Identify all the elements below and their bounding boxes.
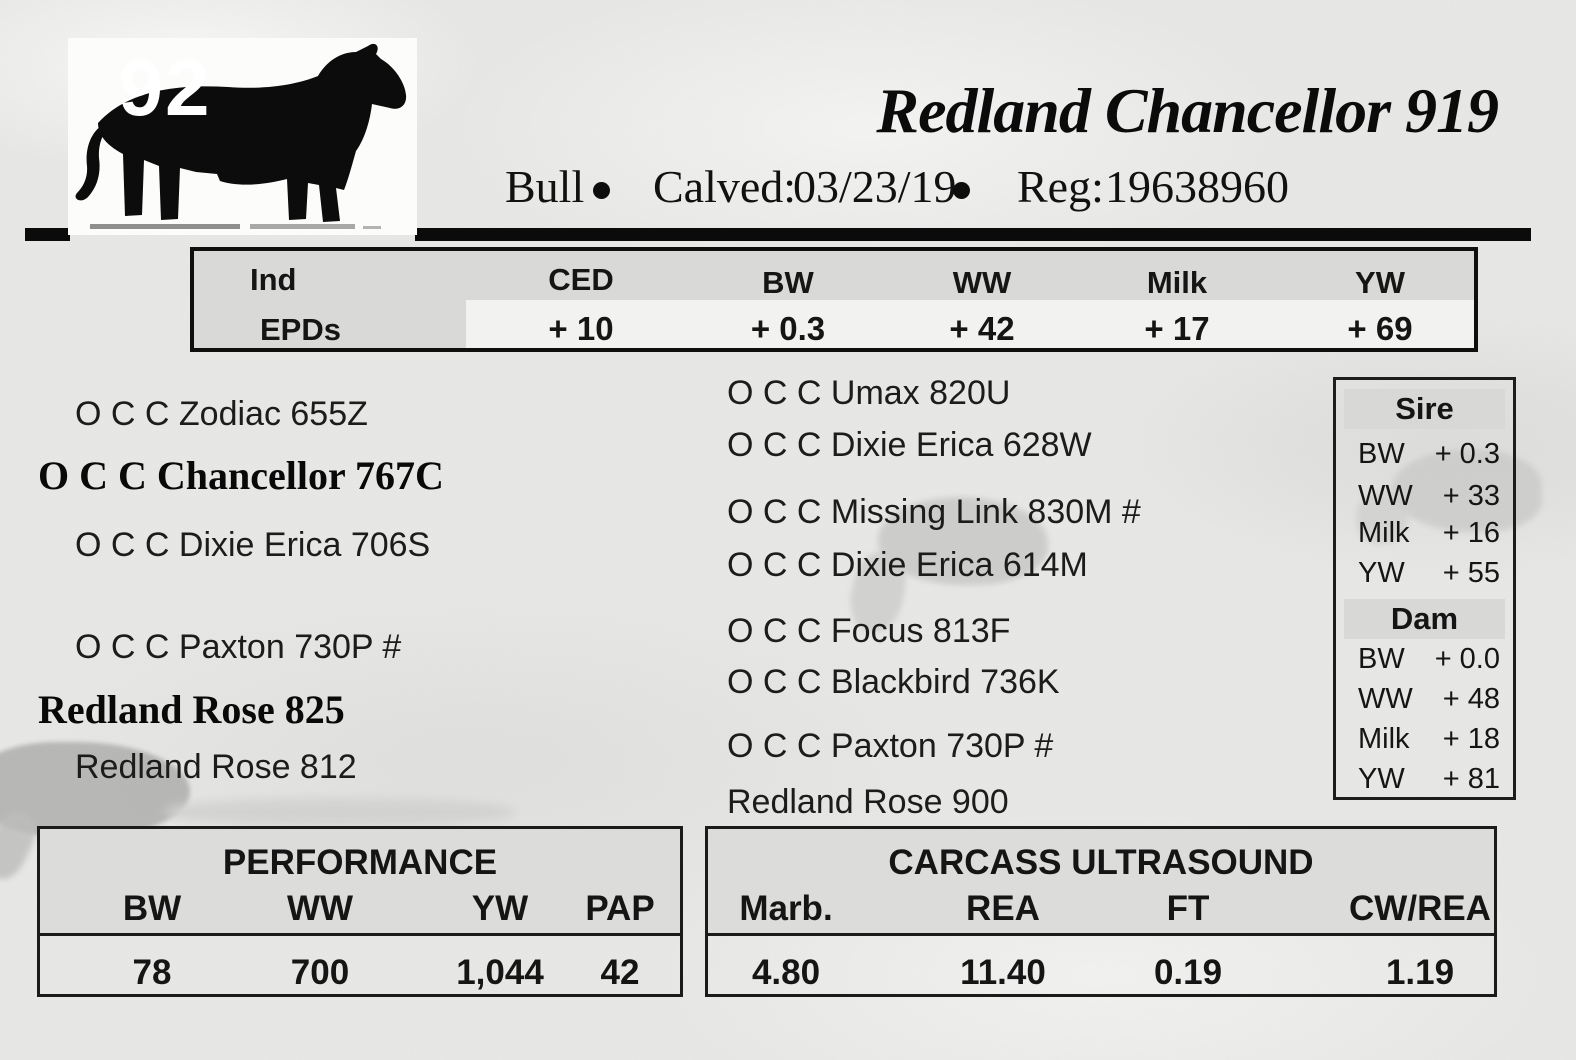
pedigree-great-grandparent-5: O C C Focus 813F [727, 612, 1011, 650]
pedigree-sire-name: O C C Chancellor 767C [38, 453, 444, 498]
epd-corner-label: Ind [250, 262, 297, 297]
sire-section-header: Sire [1344, 389, 1505, 429]
pedigree-great-grandparent-4: O C C Dixie Erica 614M [727, 546, 1088, 584]
header-rule-left [25, 228, 70, 241]
stat-value: + 48 [1442, 683, 1500, 715]
stat-label: YW [1358, 557, 1405, 589]
bullet-separator [953, 182, 970, 199]
stat-label: BW [1358, 438, 1405, 470]
epd-col-bw: BW [762, 265, 814, 300]
stat-value: + 18 [1442, 723, 1500, 755]
carcass-table-header [708, 829, 1494, 936]
pedigree-great-grandparent-1: O C C Umax 820U [727, 374, 1011, 412]
pedigree-maternal-grandsire: O C C Paxton 730P # [75, 628, 402, 666]
reg-label: Reg: [1017, 161, 1104, 212]
stat-label: WW [1358, 480, 1413, 512]
calved-label: Calved: [653, 161, 797, 212]
stat-value: + 33 [1442, 480, 1500, 512]
epd-col-ww: WW [952, 265, 1012, 300]
epd-val-ww: + 42 [949, 310, 1015, 347]
sire-bw-row: BW + 0.3 [1336, 437, 1513, 471]
perf-col-pap: PAP [585, 889, 655, 928]
pedigree-great-grandparent-7: O C C Paxton 730P # [727, 727, 1054, 765]
sire-yw-row: YW + 55 [1336, 556, 1513, 590]
stat-label: Milk [1358, 723, 1410, 755]
header-rule-right [415, 228, 1531, 241]
pedigree-great-grandparent-3: O C C Missing Link 830M # [727, 493, 1141, 531]
epd-val-yw: + 69 [1347, 310, 1413, 347]
perf-val-yw: 1,044 [456, 953, 544, 992]
carc-val-ft: 0.19 [1153, 953, 1223, 992]
bull-silhouette-image [68, 38, 417, 235]
perf-val-pap: 42 [600, 953, 640, 992]
sire-ww-row: WW + 33 [1336, 479, 1513, 513]
stat-label: WW [1358, 683, 1413, 715]
calved-date: 03/23/19 [793, 161, 957, 212]
stat-value: + 16 [1442, 517, 1500, 549]
pedigree-paternal-grandsire: O C C Zodiac 655Z [75, 395, 368, 433]
stat-value: + 81 [1442, 763, 1500, 795]
stat-label: YW [1358, 763, 1405, 795]
animal-subline: Bull Calved: 03/23/19 Reg: 19638960 [505, 160, 1505, 214]
epd-col-milk: Milk [1146, 265, 1208, 300]
animal-name: Redland Chancellor 919 [876, 75, 1499, 146]
stat-label: Milk [1358, 517, 1410, 549]
perf-col-bw: BW [122, 889, 182, 928]
sex-label: Bull [505, 161, 585, 212]
performance-table: PERFORMANCE BW WW YW PAP 78 700 1,044 42 [37, 826, 683, 997]
epd-row-label: EPDs [260, 312, 341, 347]
dam-ww-row: WW + 48 [1336, 682, 1513, 716]
pedigree-great-grandparent-6: O C C Blackbird 736K [727, 663, 1060, 701]
epd-col-yw: YW [1355, 265, 1405, 300]
epd-table-header-row [194, 251, 1474, 300]
performance-title: PERFORMANCE [222, 843, 498, 882]
stat-value: + 55 [1442, 557, 1500, 589]
reg-number: 19638960 [1105, 161, 1289, 212]
sire-dam-epd-panel: Sire BW + 0.3 WW + 33 Milk + 16 YW + 55 Dam … [1333, 377, 1516, 800]
bull-silhouette-graphic [75, 43, 407, 229]
pedigree-maternal-granddam: Redland Rose 812 [75, 748, 357, 786]
pedigree-dam-name: Redland Rose 825 [38, 687, 345, 732]
perf-col-yw: YW [471, 889, 529, 928]
stat-label: BW [1358, 643, 1405, 675]
perf-val-bw: 78 [132, 953, 172, 992]
epd-col-ced: CED [548, 262, 614, 297]
carc-val-rea: 11.40 [960, 953, 1046, 992]
epd-val-milk: + 17 [1144, 310, 1210, 347]
carc-col-marb: Marb. [739, 889, 833, 928]
carc-val-cwrea: 1.19 [1385, 953, 1455, 992]
carcass-title: CARCASS ULTRASOUND [888, 843, 1314, 882]
dam-milk-row: Milk + 18 [1336, 722, 1513, 756]
sire-milk-row: Milk + 16 [1336, 516, 1513, 550]
lot-number: 92 [118, 43, 212, 132]
carc-col-rea: REA [966, 889, 1040, 928]
carc-col-ft: FT [1166, 889, 1210, 928]
pedigree-paternal-granddam: O C C Dixie Erica 706S [75, 526, 431, 564]
epd-val-ced: + 10 [548, 310, 614, 347]
pedigree-great-grandparent-2: O C C Dixie Erica 628W [727, 426, 1092, 464]
perf-val-ww: 700 [290, 953, 350, 992]
epd-val-bw: + 0.3 [750, 310, 826, 347]
pedigree-great-grandparent-8: Redland Rose 900 [727, 783, 1009, 821]
dam-section-header: Dam [1344, 599, 1505, 639]
carc-val-marb: 4.80 [751, 953, 821, 992]
epd-row-label-cell [194, 300, 466, 348]
dam-bw-row: BW + 0.0 [1336, 642, 1513, 676]
carcass-ultrasound-table: CARCASS ULTRASOUND Marb. REA FT CW/REA 4… [705, 826, 1497, 997]
dam-yw-row: YW + 81 [1336, 762, 1513, 796]
perf-col-ww: WW [286, 889, 354, 928]
stat-value: + 0.3 [1434, 438, 1500, 470]
stat-value: + 0.0 [1434, 643, 1500, 675]
carc-col-cwrea: CW/REA [1349, 889, 1491, 928]
epd-value-row [466, 300, 1474, 348]
epd-table: Ind CED BW WW Milk YW EPDs + 10 + 0.3 + … [190, 247, 1478, 352]
bullet-separator [593, 182, 610, 199]
performance-table-header [40, 829, 680, 936]
